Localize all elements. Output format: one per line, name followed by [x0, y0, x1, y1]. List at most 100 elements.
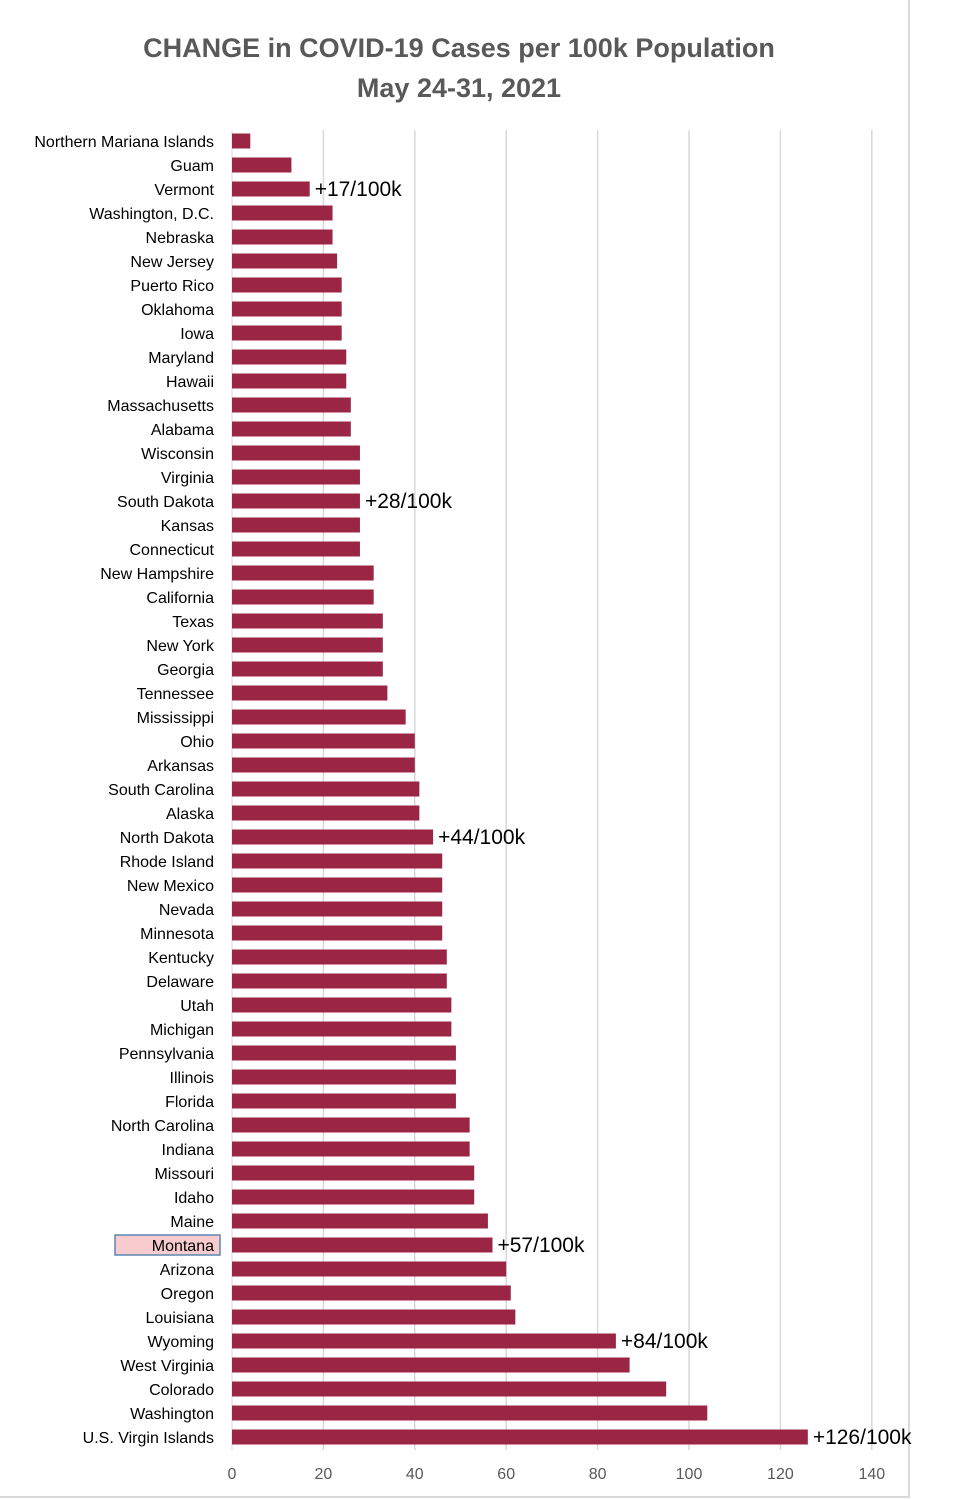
category-label: Guam — [170, 158, 214, 175]
bar — [232, 1261, 507, 1277]
x-tick-label: 80 — [589, 1466, 607, 1483]
category-label: South Dakota — [117, 494, 214, 511]
bar — [232, 757, 415, 773]
bar — [232, 973, 447, 989]
category-label: Idaho — [174, 1190, 214, 1207]
x-tick-label: 20 — [315, 1466, 333, 1483]
category-label: Minnesota — [140, 926, 214, 943]
category-label: Georgia — [157, 662, 214, 679]
bar — [232, 1429, 808, 1445]
bar — [232, 949, 447, 965]
x-tick-label: 140 — [858, 1466, 885, 1483]
bar — [232, 565, 374, 581]
category-label: South Carolina — [108, 782, 214, 799]
data-annotation: +84/100k — [621, 1330, 708, 1353]
bar — [232, 661, 383, 677]
bar — [232, 1021, 452, 1037]
category-label: Kansas — [161, 518, 214, 535]
x-tick-label: 0 — [228, 1466, 237, 1483]
category-label: Ohio — [180, 734, 214, 751]
bar — [232, 901, 443, 917]
bar — [232, 349, 347, 365]
category-label: Puerto Rico — [130, 278, 214, 295]
category-label: West Virginia — [120, 1358, 214, 1375]
category-label: Iowa — [180, 326, 214, 343]
data-annotation: +126/100k — [813, 1426, 912, 1449]
category-label: Arizona — [160, 1262, 214, 1279]
bar — [232, 1213, 488, 1229]
category-label: Connecticut — [130, 542, 215, 559]
category-label: Massachusetts — [107, 398, 214, 415]
bar — [232, 373, 347, 389]
bar — [232, 1357, 630, 1373]
category-label: Pennsylvania — [119, 1046, 214, 1063]
category-label: Rhode Island — [120, 854, 214, 871]
category-label: Hawaii — [166, 374, 214, 391]
bar — [232, 1069, 456, 1085]
category-label: Kentucky — [148, 950, 214, 967]
bar — [232, 181, 310, 197]
category-label: Oklahoma — [141, 302, 214, 319]
category-label: Michigan — [150, 1022, 214, 1039]
bar — [232, 1141, 470, 1157]
bar — [232, 685, 388, 701]
bar — [232, 1045, 456, 1061]
category-label: Northern Mariana Islands — [34, 134, 214, 151]
bar — [232, 229, 333, 245]
bar — [232, 157, 292, 173]
category-labels: Northern Mariana Islands Guam Vermont Washi… — [34, 134, 215, 1447]
bar — [232, 1381, 667, 1397]
highlight-box — [114, 1234, 221, 1256]
bar — [232, 853, 443, 869]
bars — [232, 133, 808, 1445]
bar — [232, 277, 342, 293]
bar — [232, 133, 251, 149]
category-label: New Jersey — [130, 254, 214, 271]
bar — [232, 1309, 516, 1325]
category-label: Colorado — [149, 1382, 214, 1399]
bar — [232, 325, 342, 341]
data-annotation: +28/100k — [365, 490, 452, 513]
x-axis-ticks: 0 20 40 60 80 100 120 140 — [228, 1466, 886, 1483]
bar — [232, 1405, 708, 1421]
bar — [232, 253, 338, 269]
category-label: Mississippi — [137, 710, 214, 727]
bar — [232, 1117, 470, 1133]
category-label: North Dakota — [120, 830, 214, 847]
category-label: Virginia — [161, 470, 214, 487]
category-label: Texas — [172, 614, 214, 631]
category-label: Alaska — [166, 806, 214, 823]
x-tick-label: 40 — [406, 1466, 424, 1483]
bar — [232, 1237, 493, 1253]
category-label: California — [146, 590, 214, 607]
category-label: U.S. Virgin Islands — [83, 1430, 214, 1447]
category-label: North Carolina — [111, 1118, 214, 1135]
highlight-layer — [114, 1234, 221, 1256]
bar — [232, 733, 415, 749]
category-label: Maine — [170, 1214, 214, 1231]
bar — [232, 805, 420, 821]
category-label: Tennessee — [137, 686, 214, 703]
bar — [232, 421, 351, 437]
category-label: Wyoming — [147, 1334, 214, 1351]
category-label: Nevada — [159, 902, 214, 919]
category-label: Utah — [180, 998, 214, 1015]
bar — [232, 541, 360, 557]
bar — [232, 301, 342, 317]
category-label: Vermont — [154, 182, 214, 199]
x-tick-label: 100 — [676, 1466, 703, 1483]
bar — [232, 1333, 616, 1349]
category-label: Washington, D.C. — [89, 206, 214, 223]
category-label: Delaware — [146, 974, 214, 991]
category-label: Alabama — [151, 422, 214, 439]
category-label: Arkansas — [147, 758, 214, 775]
bar — [232, 925, 443, 941]
bar — [232, 709, 406, 725]
category-label: Wisconsin — [141, 446, 214, 463]
bar — [232, 613, 383, 629]
x-tick-label: 60 — [497, 1466, 515, 1483]
chart-title-block: CHANGE in COVID-19 Cases per 100k Popula… — [0, 28, 918, 108]
data-annotation: +44/100k — [438, 826, 525, 849]
bar — [232, 493, 360, 509]
